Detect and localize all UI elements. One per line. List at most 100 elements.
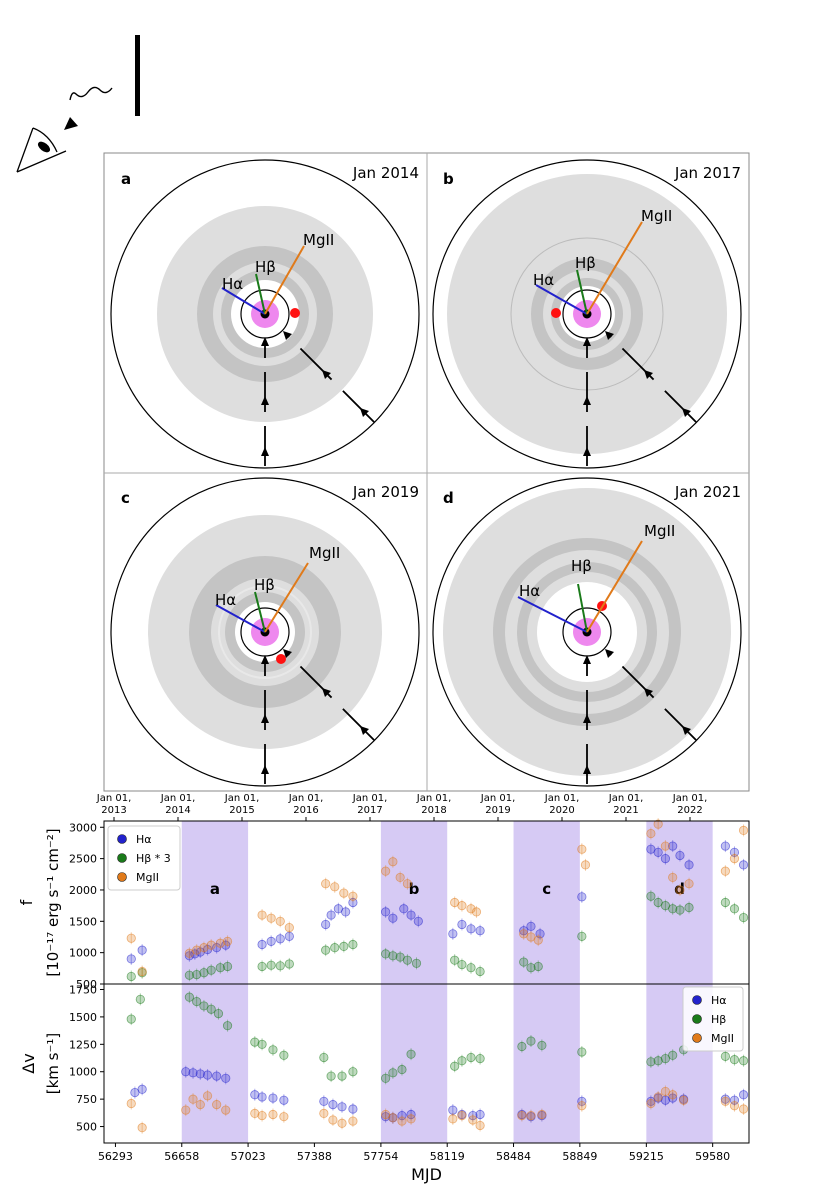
y-tick-label: 1500 [69, 915, 97, 928]
halpha-line [517, 596, 588, 633]
hbeta-line [255, 273, 266, 315]
data-point [221, 1105, 231, 1115]
data-point [475, 966, 485, 977]
y-tick-label: 1250 [69, 1038, 97, 1051]
data-point [668, 872, 678, 883]
data-point [212, 1071, 222, 1081]
data-point [137, 966, 147, 977]
mgii-label: MgII [303, 231, 334, 249]
panel-d: d Jan 2021 Hα Hβ MgII [432, 477, 742, 787]
hbeta-line [577, 583, 588, 633]
data-point [660, 854, 671, 864]
mgii-line [264, 245, 305, 315]
x-tick-label: 56658 [164, 1150, 199, 1163]
data-point [326, 1071, 336, 1081]
epoch-band [181, 821, 249, 1143]
data-point [646, 891, 656, 901]
data-point [215, 963, 225, 973]
data-point [222, 961, 233, 972]
data-point [526, 921, 536, 931]
y-tick-label: 500 [76, 978, 97, 991]
data-point [397, 1110, 407, 1121]
data-point [212, 1100, 222, 1110]
data-point [388, 1068, 398, 1078]
photon-path-diagonal [284, 650, 375, 741]
arrowhead [583, 714, 591, 723]
data-point [457, 959, 467, 970]
x-tick-label: 56293 [98, 1150, 133, 1163]
data-point [653, 1092, 663, 1102]
epoch-band-label: d [674, 880, 685, 898]
data-point [126, 933, 136, 943]
legend-marker [117, 872, 127, 882]
outer-boundary [110, 477, 420, 787]
panel-date: Jan 2021 [674, 483, 741, 501]
data-point [319, 1096, 329, 1106]
outer-boundary [432, 159, 742, 469]
cloud-dot [551, 308, 561, 318]
halpha-line [215, 604, 266, 633]
data-point [202, 1091, 213, 1101]
data-point [328, 1100, 338, 1110]
arrowhead [322, 370, 331, 379]
data-point [348, 1116, 358, 1126]
hbeta-label: Hβ [254, 576, 275, 594]
data-point [348, 1067, 358, 1077]
data-point [268, 1093, 278, 1103]
top-tick-label: Jan 01, [672, 793, 708, 804]
faint-ring [218, 585, 312, 679]
halpha-line [221, 287, 266, 315]
legend-box [107, 825, 181, 891]
arrowhead [261, 655, 269, 664]
flux-legend: Hα Hβ * 3 MgII [107, 825, 181, 891]
data-point [284, 959, 294, 969]
data-point [577, 892, 587, 902]
data-point [381, 866, 391, 876]
x-tick-label: 57388 [297, 1150, 332, 1163]
arrowhead [261, 765, 269, 774]
legend-label: Hα [136, 833, 152, 846]
halpha-label: Hα [519, 582, 540, 600]
data-point [275, 961, 285, 971]
data-point [206, 940, 216, 950]
data-point [738, 1056, 749, 1066]
data-point [457, 1056, 467, 1066]
arrowhead [644, 370, 653, 379]
x-tick-label: 57754 [363, 1150, 398, 1163]
data-points [126, 818, 749, 1134]
data-point [738, 825, 749, 836]
data-point [738, 912, 749, 923]
data-point [206, 1004, 216, 1014]
data-point [388, 857, 398, 867]
data-point [388, 951, 398, 961]
data-point [406, 1114, 416, 1124]
data-point [399, 904, 409, 914]
data-point [738, 860, 749, 870]
data-point [215, 938, 225, 948]
data-point [526, 1110, 536, 1121]
data-point [348, 897, 358, 908]
x-tick-label: 59215 [629, 1150, 664, 1163]
data-point [406, 1049, 416, 1059]
data-point [266, 960, 276, 970]
data-point [188, 1094, 198, 1104]
data-point [397, 1116, 407, 1126]
data-point [720, 1094, 730, 1104]
data-point [257, 939, 267, 950]
data-point [577, 1047, 587, 1057]
data-point [126, 1098, 136, 1109]
panel-date: Jan 2017 [674, 164, 741, 182]
arrowhead [583, 447, 591, 456]
legend-marker [692, 1014, 702, 1024]
hbeta-label: Hβ [575, 254, 596, 272]
data-point [577, 844, 587, 854]
data-point [181, 1105, 191, 1115]
halpha-label: Hα [222, 275, 243, 293]
data-point [199, 943, 209, 953]
data-point [457, 919, 467, 930]
data-point [326, 910, 336, 920]
data-point [720, 866, 730, 876]
arrowhead [605, 649, 614, 658]
x-axis-label: MJD [411, 1165, 442, 1184]
data-point [668, 1090, 678, 1100]
